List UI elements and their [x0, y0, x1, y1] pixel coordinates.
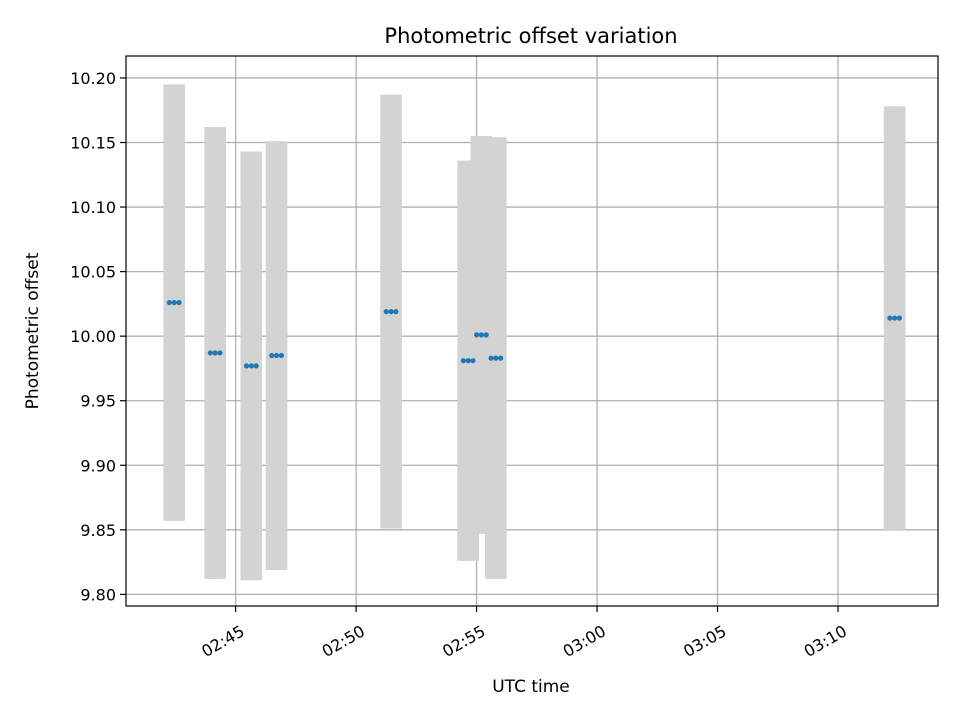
y-tick-label: 9.85 — [80, 521, 116, 540]
data-point — [887, 315, 893, 321]
y-tick-label: 9.80 — [80, 585, 116, 604]
data-point — [473, 332, 480, 338]
y-tick-label: 9.90 — [80, 456, 116, 475]
data-point — [207, 350, 213, 356]
x-axis-label: UTC time — [492, 677, 570, 697]
data-point — [896, 315, 903, 321]
data-point — [493, 355, 499, 361]
y-axis: 9.80 9.85 9.90 9.95 10.00 10.05 10.10 10.15 10.2… — [70, 69, 126, 604]
y-axis-label: Photometric offset — [23, 252, 43, 409]
data-point — [273, 352, 280, 359]
y-tick-label: 10.05 — [70, 263, 116, 282]
data-point — [171, 299, 177, 306]
y-tick-label: 9.95 — [80, 392, 116, 411]
data-point — [253, 363, 259, 369]
y-tick-label: 10.00 — [70, 327, 116, 346]
data-point — [278, 352, 285, 359]
y-tick-label: 10.10 — [70, 198, 116, 217]
data-point — [383, 309, 389, 315]
y-tick-label: 10.15 — [70, 134, 116, 153]
data-point — [470, 358, 476, 364]
data-point — [465, 358, 471, 364]
data-point — [217, 350, 223, 356]
data-point — [498, 355, 504, 361]
data-points — [166, 299, 903, 369]
data-point — [478, 332, 485, 338]
data-point — [248, 363, 254, 369]
data-point — [176, 299, 182, 306]
data-point — [269, 352, 275, 359]
data-point — [892, 315, 898, 321]
data-point — [460, 358, 466, 364]
data-point — [212, 350, 218, 356]
data-point — [393, 309, 399, 315]
data-point — [388, 309, 394, 315]
data-point — [488, 355, 494, 361]
chart-title: Photometric offset variation — [384, 24, 677, 48]
data-point — [243, 363, 250, 369]
y-tick-label: 10.20 — [70, 69, 116, 88]
data-point — [483, 332, 489, 338]
data-point — [166, 299, 172, 306]
plot-frame — [125, 55, 939, 607]
